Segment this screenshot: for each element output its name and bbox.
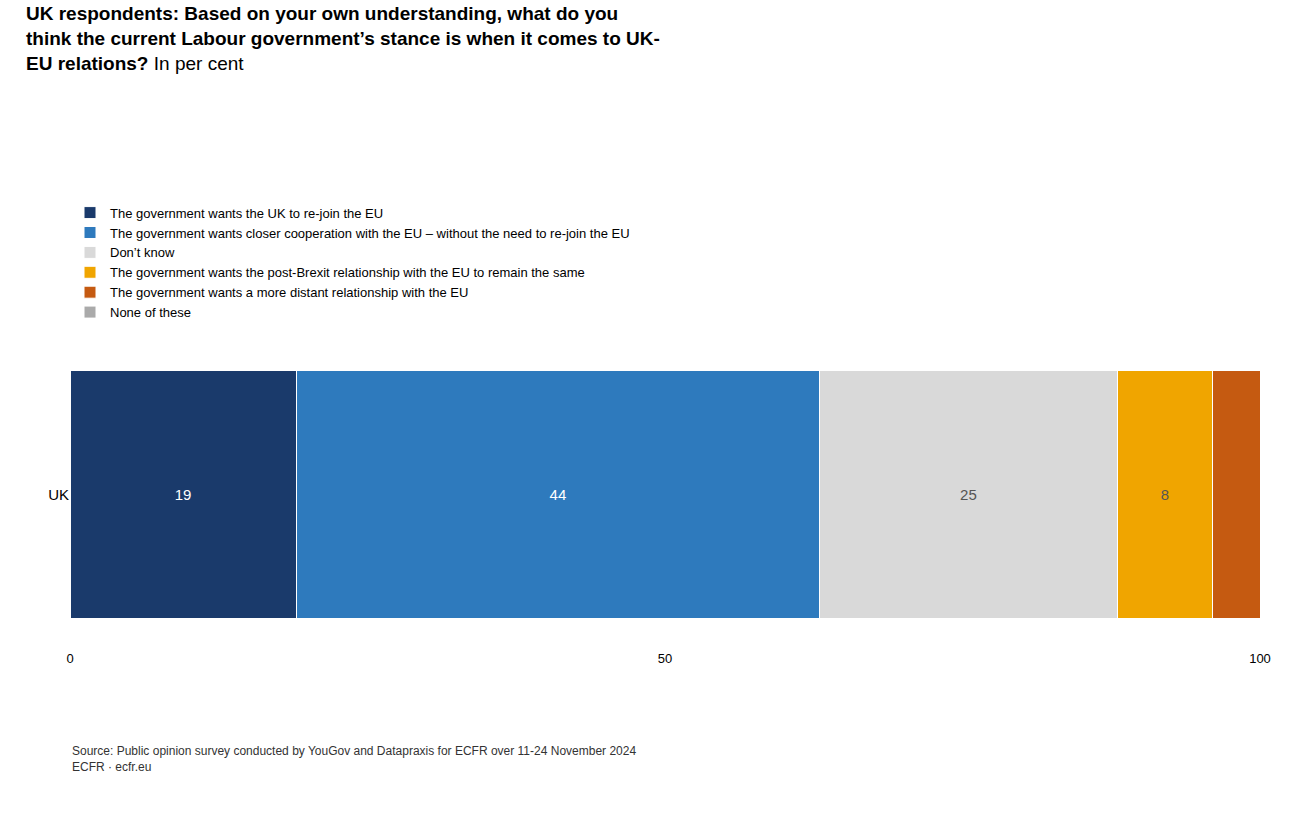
svg-text:Source: Public opinion survey: Source: Public opinion survey conducted …: [72, 744, 636, 774]
svg-text:0: 0: [66, 651, 73, 666]
svg-text:8: 8: [1161, 486, 1169, 503]
svg-text:UK respondents: Based on your: UK respondents: Based on your own unders…: [26, 3, 660, 73]
svg-text:The government wants closer co: The government wants closer cooperation …: [110, 226, 630, 241]
svg-text:100: 100: [1249, 651, 1271, 666]
svg-text:The government wants a more di: The government wants a more distant rela…: [110, 285, 468, 300]
svg-text:UK: UK: [48, 486, 69, 503]
svg-text:25: 25: [960, 486, 977, 503]
svg-text:19: 19: [175, 486, 192, 503]
svg-text:The government wants the post-: The government wants the post-Brexit rel…: [110, 265, 585, 280]
svg-text:44: 44: [550, 486, 567, 503]
svg-text:None of these: None of these: [110, 305, 191, 320]
svg-text:50: 50: [658, 651, 672, 666]
svg-text:The government wants the UK to: The government wants the UK to re-join t…: [110, 206, 383, 221]
svg-text:Don’t know: Don’t know: [110, 245, 175, 260]
